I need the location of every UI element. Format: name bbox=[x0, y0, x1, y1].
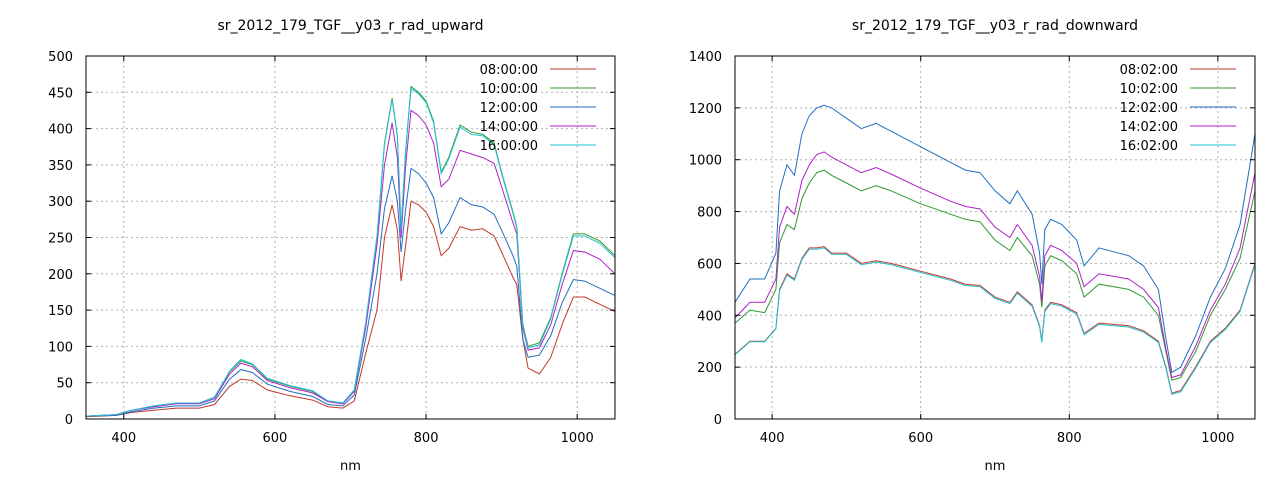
y-tick-label: 800 bbox=[697, 206, 722, 221]
legend-label: 16:00:00 bbox=[480, 139, 538, 154]
y-tick-label: 250 bbox=[48, 232, 73, 247]
x-axis-label: nm bbox=[340, 459, 361, 474]
series-line-140000 bbox=[85, 109, 616, 417]
y-tick-label: 450 bbox=[48, 86, 73, 101]
x-tick-label: 800 bbox=[1057, 431, 1082, 446]
series-line-120000 bbox=[85, 167, 616, 417]
legend: 08:00:00 10:00:00 12:00:00 14:00:00 16:00:00 bbox=[480, 63, 596, 154]
x-tick-label: 400 bbox=[111, 431, 136, 446]
y-tick-label: 200 bbox=[48, 268, 73, 283]
y-tick-label: 600 bbox=[697, 257, 722, 272]
legend-label: 14:02:00 bbox=[1120, 120, 1178, 135]
legend-label: 08:00:00 bbox=[480, 63, 538, 78]
legend-label: 10:02:00 bbox=[1120, 82, 1178, 97]
series-line-160000 bbox=[85, 87, 616, 417]
legend-label: 14:00:00 bbox=[480, 120, 538, 135]
chart-title: sr_2012_179_TGF__y03_r_rad_upward bbox=[217, 18, 483, 34]
y-tick-label: 100 bbox=[48, 340, 73, 355]
chart-title: sr_2012_179_TGF__y03_r_rad_downward bbox=[852, 18, 1138, 34]
legend-label: 08:02:00 bbox=[1120, 63, 1178, 78]
x-tick-label: 600 bbox=[908, 431, 933, 446]
y-tick-label: 0 bbox=[714, 413, 722, 428]
x-tick-label: 800 bbox=[414, 431, 439, 446]
y-tick-label: 150 bbox=[48, 304, 73, 319]
x-axis-label: nm bbox=[985, 459, 1006, 474]
y-tick-label: 200 bbox=[697, 361, 722, 376]
series-line-100000 bbox=[85, 85, 616, 417]
legend-label: 10:00:00 bbox=[480, 82, 538, 97]
y-tick-label: 1000 bbox=[689, 154, 722, 169]
y-tick-label: 400 bbox=[48, 123, 73, 138]
legend: 08:02:00 10:02:00 12:02:00 14:02:00 16:02:00 bbox=[1120, 63, 1236, 154]
y-tick-label: 50 bbox=[56, 377, 73, 392]
legend-label: 12:00:00 bbox=[480, 101, 538, 116]
y-tick-label: 300 bbox=[48, 195, 73, 210]
y-tick-label: 1400 bbox=[689, 50, 722, 65]
y-tick-label: 350 bbox=[48, 159, 73, 174]
y-tick-label: 400 bbox=[697, 309, 722, 324]
x-tick-label: 1000 bbox=[1201, 431, 1234, 446]
series-line-100200 bbox=[734, 169, 1256, 381]
series-line-080000 bbox=[85, 200, 616, 418]
x-tick-label: 600 bbox=[263, 431, 288, 446]
legend-label: 12:02:00 bbox=[1120, 101, 1178, 116]
series-line-120200 bbox=[734, 104, 1256, 374]
x-tick-label: 1000 bbox=[561, 431, 594, 446]
series-line-140200 bbox=[734, 151, 1256, 379]
series-line-160200 bbox=[734, 247, 1256, 396]
legend-label: 16:02:00 bbox=[1120, 139, 1178, 154]
plot-frame bbox=[734, 55, 1256, 420]
y-tick-label: 1200 bbox=[689, 102, 722, 117]
chart-1: 400 600 800 1000 0 50 100 150 200 250 300 350 400 450… bbox=[48, 18, 616, 474]
series-line-080200 bbox=[734, 246, 1256, 394]
chart-2: 400 600 800 1000 0 200 400 600 800 1000 1200 1400 sr… bbox=[689, 18, 1256, 474]
y-tick-label: 500 bbox=[48, 50, 73, 65]
y-tick-label: 0 bbox=[65, 413, 73, 428]
x-tick-label: 400 bbox=[760, 431, 785, 446]
